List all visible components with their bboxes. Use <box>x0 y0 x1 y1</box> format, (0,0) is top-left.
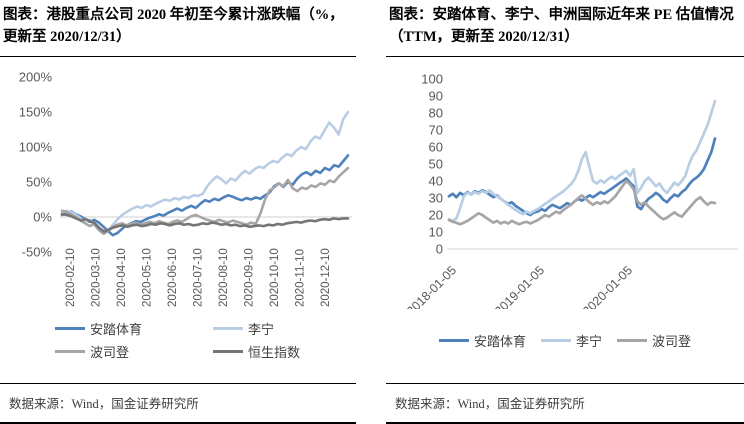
right-figure-panel: 图表：安踏体育、李宁、申洲国际近年来 PE 估值情况（TTM，更新至 2020/… <box>386 0 744 424</box>
x-tick-label: 2019-01-05 <box>492 263 547 309</box>
x-tick-label: 2020-02-10 <box>65 248 77 307</box>
right-legend-zone: 安踏体育 李宁 波司登 <box>386 309 744 371</box>
right-source-text: 数据来源：Wind，国金证券研究所 <box>395 397 585 411</box>
series-line-安踏体育 <box>447 137 717 217</box>
y-tick-label: 150% <box>19 105 53 120</box>
y-tick-label: 70 <box>429 123 443 138</box>
legend-label: 恒生指数 <box>248 345 301 360</box>
right-chart-legend: 安踏体育 李宁 波司登 <box>386 331 744 350</box>
left-line-chart: 200% 150% 100% 50% 0% -50% 2020-02-10 2020-03-1… <box>19 70 352 307</box>
y-tick-label: 90 <box>429 89 443 104</box>
x-tick-label: 2020-08-10 <box>218 248 230 307</box>
y-tick-label: 200% <box>19 70 53 85</box>
series-line-安踏体育 <box>60 154 350 237</box>
series-line-李宁 <box>447 99 717 223</box>
x-tick-label: 2020-05-10 <box>142 248 154 307</box>
legend-swatch <box>213 327 243 330</box>
y-tick-label: 30 <box>429 191 443 206</box>
y-tick-label: 40 <box>429 174 443 189</box>
y-tick-label: 10 <box>429 225 443 240</box>
legend-item-安踏体育: 安踏体育 <box>55 319 213 338</box>
x-tick-label: 2020-01-05 <box>580 263 635 309</box>
y-tick-label: 50 <box>429 157 443 172</box>
legend-swatch <box>438 338 469 342</box>
left-chart-legend: 安踏体育 李宁波司登 恒生指数 <box>0 319 356 361</box>
legend-label: 波司登 <box>652 333 692 349</box>
y-tick-label: 80 <box>429 106 443 121</box>
legend-label: 安踏体育 <box>90 322 143 337</box>
left-figure-panel: 图表：港股重点公司 2020 年初至今累计涨跌幅（%，更新至 2020/12/3… <box>0 0 356 424</box>
legend-item-安踏体育: 安踏体育 <box>438 331 526 350</box>
y-tick-label: 100 <box>421 72 443 87</box>
legend-swatch <box>55 327 85 330</box>
legend-swatch <box>55 350 85 353</box>
legend-label: 李宁 <box>575 333 602 349</box>
x-tick-label: 2020-12-10 <box>320 248 332 307</box>
legend-item-恒生指数: 恒生指数 <box>213 342 356 361</box>
y-tick-label: -50% <box>22 245 53 260</box>
left-source-row: 数据来源：Wind，国金证券研究所 <box>0 383 356 424</box>
left-figure-title: 图表：港股重点公司 2020 年初至今累计涨跌幅（%，更新至 2020/12/3… <box>0 0 356 57</box>
x-tick-label: 2020-09-10 <box>244 248 256 307</box>
legend-item-波司登: 波司登 <box>55 342 213 361</box>
legend-swatch <box>213 350 243 353</box>
right-figure-title: 图表：安踏体育、李宁、申洲国际近年来 PE 估值情况（TTM，更新至 2020/… <box>386 0 744 57</box>
x-tick-label: 2020-11-10 <box>295 249 307 307</box>
legend-item-李宁: 李宁 <box>540 331 602 350</box>
legend-label: 李宁 <box>248 322 275 337</box>
y-tick-label: 60 <box>429 140 443 155</box>
legend-label: 安踏体育 <box>473 333 526 349</box>
legend-swatch <box>617 338 647 342</box>
x-tick-label: 2020-07-10 <box>193 248 205 307</box>
x-tick-label: 2018-01-05 <box>404 263 459 309</box>
right-chart-area: 100 90 80 70 60 50 40 30 20 10 0 2018-01-05 2019-01-… <box>386 57 744 309</box>
x-tick-label: 2020-03-10 <box>91 248 103 307</box>
left-chart-area: 200% 150% 100% 50% 0% -50% 2020-02-10 2020-03-1… <box>0 57 356 309</box>
y-tick-label: 0% <box>33 210 52 225</box>
x-tick-label: 2020-06-10 <box>167 248 179 307</box>
series-line-波司登 <box>447 179 717 226</box>
x-tick-label: 2020-10-10 <box>269 248 281 307</box>
left-source-text: 数据来源：Wind，国金证券研究所 <box>9 397 199 411</box>
legend-item-波司登: 波司登 <box>617 331 691 350</box>
left-legend-zone: 安踏体育 李宁波司登 恒生指数 <box>0 309 356 371</box>
legend-swatch <box>540 338 571 342</box>
x-tick-label: 2020-04-10 <box>116 248 128 307</box>
y-tick-label: 0 <box>436 242 443 257</box>
series-line-恒生指数 <box>60 212 350 233</box>
y-tick-label: 50% <box>26 175 52 190</box>
legend-label: 波司登 <box>90 345 130 360</box>
right-source-row: 数据来源：Wind，国金证券研究所 <box>386 383 744 424</box>
y-tick-label: 100% <box>19 140 53 155</box>
legend-item-李宁: 李宁 <box>213 319 356 338</box>
y-tick-label: 20 <box>429 208 443 223</box>
